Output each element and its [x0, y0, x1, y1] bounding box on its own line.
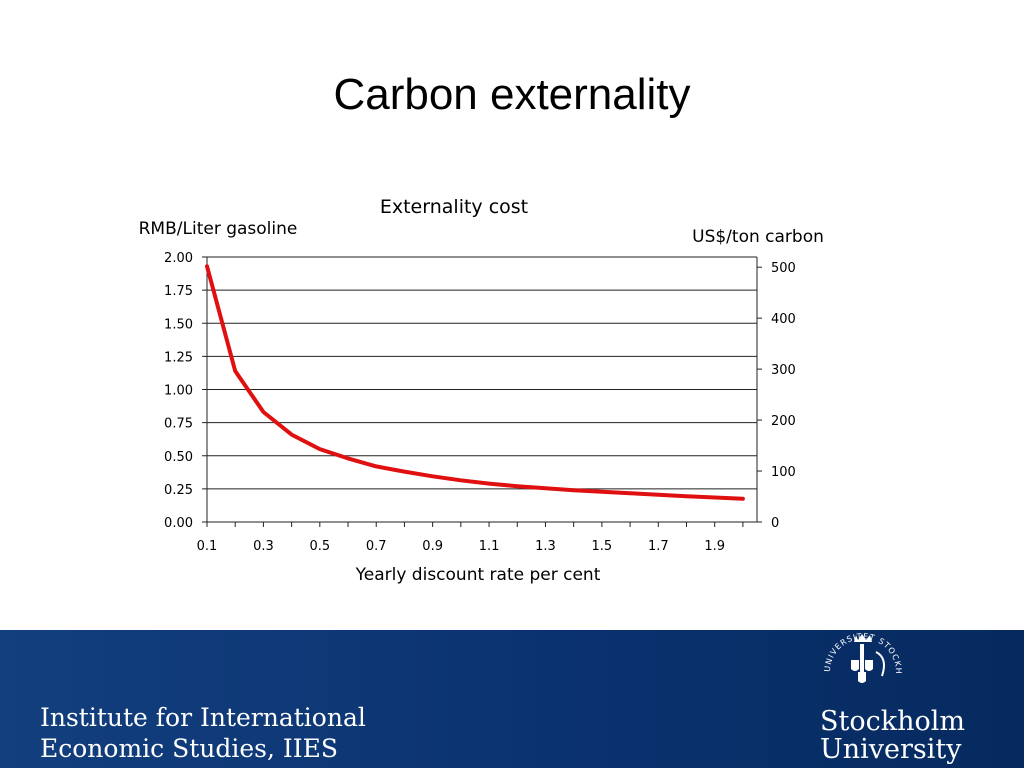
- slide-title: Carbon externality: [333, 70, 691, 119]
- series-layer: [205, 264, 745, 501]
- x-tick-label: 0.1: [197, 539, 218, 554]
- series-line: [205, 264, 745, 501]
- data-point: [347, 457, 349, 459]
- left-tick-label: 0.75: [164, 417, 193, 432]
- data-point: [742, 498, 744, 500]
- data-point: [234, 370, 236, 372]
- left-tick-label: 1.75: [164, 284, 193, 299]
- data-point: [714, 496, 716, 498]
- institute-name: Institute for International Economic Stu…: [40, 702, 460, 764]
- right-axis-unit: US$/ton carbon: [692, 227, 824, 247]
- x-tick-label: 0.5: [309, 539, 330, 554]
- data-point: [432, 475, 434, 477]
- data-point: [460, 479, 462, 481]
- right-tick-label: 300: [771, 363, 796, 378]
- x-tick-label: 1.5: [592, 539, 613, 554]
- left-tick-label: 1.25: [164, 350, 193, 365]
- x-tick-label: 1.9: [704, 539, 725, 554]
- left-axis-ticks: 0.00 0.25 0.50 0.75 1.00 1.25 1.50 1.75 2.00: [164, 251, 207, 531]
- data-point: [488, 483, 490, 485]
- chart-title: Externality cost: [380, 196, 528, 218]
- data-point: [403, 471, 405, 473]
- data-point: [629, 492, 631, 494]
- left-tick-label: 1.50: [164, 317, 193, 332]
- data-point: [544, 487, 546, 489]
- left-tick-label: 0.25: [164, 483, 193, 498]
- left-tick-label: 0.00: [164, 516, 193, 531]
- x-tick-label: 0.9: [422, 539, 443, 554]
- x-tick-label: 0.3: [253, 539, 274, 554]
- x-axis-label: Yearly discount rate per cent: [355, 565, 601, 585]
- university-name-line1: Stockholm: [820, 706, 965, 737]
- data-point: [319, 448, 321, 450]
- right-axis-ticks: 0 100 200 300 400 500: [757, 261, 796, 531]
- right-tick-label: 0: [771, 516, 779, 531]
- left-tick-label: 1.00: [164, 384, 193, 399]
- x-tick-label: 0.7: [366, 539, 387, 554]
- data-point: [657, 494, 659, 496]
- institute-name-line1: Institute for International: [40, 703, 366, 732]
- data-point: [206, 265, 208, 267]
- university-seal-logo: UNIVERSITET STOCKHOLMS: [818, 632, 902, 683]
- data-point: [262, 411, 264, 413]
- data-point: [291, 434, 293, 436]
- data-point: [601, 491, 603, 493]
- university-name-line2: University: [820, 734, 962, 765]
- data-point: [573, 489, 575, 491]
- x-tick-label: 1.7: [648, 539, 669, 554]
- x-axis-ticks: 0.1 0.3 0.5 0.7 0.9 1.1 1.3 1.5 1.7 1.9: [197, 522, 744, 554]
- data-point: [685, 495, 687, 497]
- institute-name-line2: Economic Studies, IIES: [40, 734, 339, 763]
- left-tick-label: 2.00: [164, 251, 193, 266]
- right-tick-label: 400: [771, 312, 796, 327]
- x-tick-label: 1.3: [535, 539, 556, 554]
- data-point: [516, 485, 518, 487]
- footer-bar: [0, 630, 1024, 768]
- left-tick-label: 0.50: [164, 450, 193, 465]
- left-axis-unit: RMB/Liter gasoline: [139, 219, 298, 239]
- right-tick-label: 500: [771, 261, 796, 276]
- data-point: [375, 465, 377, 467]
- line-chart: Externality cost RMB/Liter gasoline US$/…: [139, 196, 824, 585]
- right-tick-label: 200: [771, 414, 796, 429]
- right-tick-label: 100: [771, 465, 796, 480]
- university-name: Stockholm University: [820, 708, 1020, 764]
- x-tick-label: 1.1: [479, 539, 500, 554]
